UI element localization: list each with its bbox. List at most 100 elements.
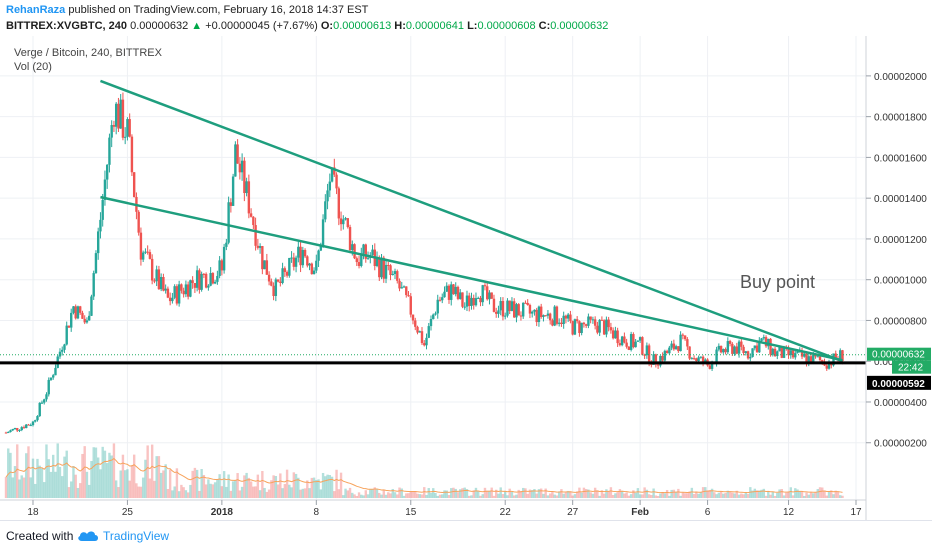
tradingview-cloud-icon[interactable] <box>76 527 100 543</box>
candle-body <box>74 306 77 319</box>
volume-bar <box>63 456 66 498</box>
support-price-tag <box>867 375 931 390</box>
candle-body <box>758 341 761 353</box>
legend-title: Verge / Bitcoin, 240, BITTREX <box>14 47 163 59</box>
candle-body <box>468 295 471 306</box>
candle-body <box>611 330 615 339</box>
candle-body <box>222 246 226 271</box>
volume-bar <box>393 492 397 498</box>
volume-bar <box>211 484 215 498</box>
candle-body <box>315 260 318 271</box>
price-chart[interactable]: Verge / Bitcoin, 240, BITTREX Vol (20) B… <box>0 36 932 520</box>
volume-bar <box>18 479 21 498</box>
candle-body <box>812 354 815 364</box>
candle-body <box>164 288 167 291</box>
candle-body <box>209 273 212 286</box>
volume-bar <box>834 490 837 498</box>
candle-body <box>25 424 28 429</box>
volume-bar <box>402 495 406 498</box>
volume-bar <box>20 475 23 498</box>
x-tick-label: 2018 <box>211 507 234 518</box>
candle-body <box>816 356 819 358</box>
candle-body <box>434 313 437 315</box>
volume-bar <box>677 488 680 498</box>
volume-bar <box>704 487 707 498</box>
ohlc-line: BITTREX:XVGBTC, 240 0.00000632 ▲ +0.0000… <box>6 20 608 32</box>
volume-bar <box>553 494 556 498</box>
volume-bar <box>254 486 257 498</box>
candle-body <box>252 216 255 226</box>
volume-bar <box>618 489 622 498</box>
volume-bar <box>776 492 779 498</box>
volume-bar <box>578 487 581 498</box>
volume-bar <box>326 474 329 498</box>
volume-bar <box>65 450 68 498</box>
open-value: 0.00000613 <box>333 20 392 32</box>
candle-body <box>265 260 269 275</box>
candle-body <box>391 273 394 275</box>
volume-bar <box>753 488 757 498</box>
price-axis[interactable]: 0.00002000 0.00001800 0.00001600 0.00001400… <box>866 72 927 450</box>
volume-bar <box>141 477 145 498</box>
candle-body <box>103 179 107 200</box>
candle-body <box>701 356 705 364</box>
high-label: H: <box>394 20 406 32</box>
candle-body <box>587 316 590 326</box>
volume-bar <box>555 495 559 498</box>
candle-body <box>150 258 154 281</box>
volume-bar <box>510 491 514 498</box>
candle-body <box>126 119 129 137</box>
candle-body <box>47 379 50 395</box>
volume-bar <box>299 489 302 498</box>
volume-bar <box>139 486 143 498</box>
candle-body <box>324 201 327 220</box>
volume-bar <box>117 487 120 498</box>
candle-body <box>767 338 770 347</box>
candle-body <box>778 347 781 352</box>
candle-body <box>508 300 511 311</box>
volume-bar <box>418 494 421 498</box>
volume-bar <box>243 475 246 498</box>
volume-bar <box>130 465 134 498</box>
volume-bar <box>722 493 725 498</box>
candle-body <box>423 343 426 346</box>
y-tick-label: 0.00000400 <box>874 398 927 409</box>
volume-bar <box>429 492 433 498</box>
candle-body <box>292 257 296 267</box>
volume-bar <box>240 486 244 498</box>
candle-body <box>420 331 424 344</box>
candle-body <box>652 354 655 365</box>
volume-bar <box>236 473 239 498</box>
time-axis[interactable]: 18 25 2018 8 15 22 27 Feb 6 12 17 <box>27 500 862 518</box>
candle-body <box>746 351 750 359</box>
created-with-text: Created with <box>6 529 74 543</box>
candle-body <box>128 119 131 137</box>
author-link[interactable]: RehanRaza <box>6 4 66 16</box>
candle-body <box>272 285 275 297</box>
volume-bar <box>636 488 640 498</box>
candle-body <box>18 430 21 432</box>
candle-body <box>555 306 559 324</box>
volume-bar <box>686 493 689 498</box>
candle-body <box>306 256 309 266</box>
candle-body <box>245 181 248 194</box>
volume-bar <box>701 487 705 498</box>
volume-bar <box>465 489 469 498</box>
volume-bar <box>407 493 410 498</box>
candle-body <box>472 297 475 306</box>
volume-bar <box>794 488 797 498</box>
volume-bar <box>193 467 197 498</box>
volume-bar <box>789 487 792 498</box>
volume-bar <box>317 479 320 498</box>
volume-bar <box>683 493 687 498</box>
candle-body <box>661 355 664 361</box>
candle-body <box>548 313 552 321</box>
candle-body <box>317 250 320 261</box>
volume-bar <box>70 481 73 498</box>
volume-bar <box>283 484 287 498</box>
candle-body <box>141 252 145 260</box>
candle-body <box>11 428 14 431</box>
tradingview-link[interactable]: TradingView <box>103 529 170 543</box>
volume-bar <box>767 491 770 498</box>
volume-bar <box>728 491 732 498</box>
